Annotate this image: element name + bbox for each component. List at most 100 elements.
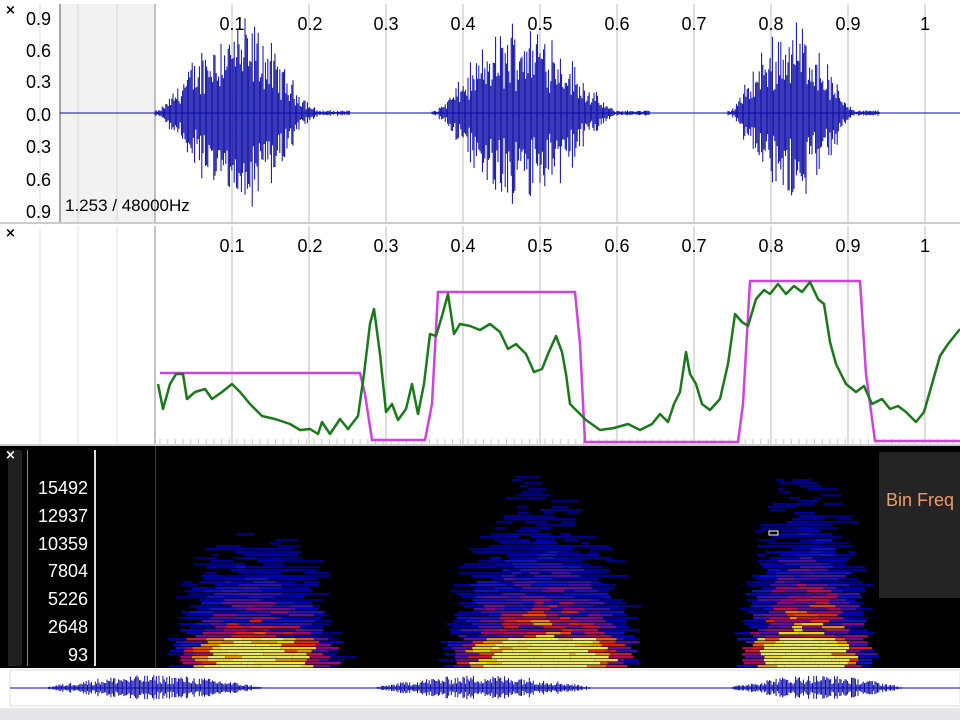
spectrogram-band: [182, 662, 201, 665]
spectrogram-band: [531, 584, 549, 587]
time-tick-label: 0.6: [604, 14, 630, 34]
spectrogram-band: [465, 614, 489, 617]
spectrogram-band: [483, 605, 505, 608]
spectrogram-band: [512, 479, 522, 482]
spectrogram-band: [455, 650, 466, 653]
spectrogram-band: [276, 656, 292, 659]
spectrogram-band: [552, 578, 564, 581]
spectrogram-band: [813, 644, 839, 647]
spectrogram-band: [183, 653, 194, 656]
time-tick-label: 1: [919, 14, 931, 34]
spectrogram-band: [478, 560, 505, 563]
spectrogram-band: [617, 659, 625, 662]
spectrogram-band: [835, 638, 846, 641]
close-spectrogram-icon[interactable]: ×: [5, 448, 16, 463]
spectrogram-band: [775, 587, 799, 590]
spectrogram-band: [800, 641, 820, 644]
close-waveform-icon[interactable]: ×: [5, 3, 16, 18]
spectrogram-band: [777, 488, 785, 491]
spectrogram-band: [828, 584, 850, 587]
spectrogram-band: [473, 587, 495, 590]
spectrogram-band: [180, 659, 196, 662]
spectrogram-band: [796, 638, 815, 641]
spectrogram-band: [533, 605, 549, 608]
spectrogram-band: [548, 605, 558, 608]
spectrogram-band: [759, 575, 777, 578]
spectrogram-band: [801, 554, 819, 557]
bin-info-tooltip: Bin Freq: [879, 452, 960, 598]
spectrogram-band: [753, 617, 770, 620]
spectrogram-band: [568, 623, 580, 626]
spectrogram-band: [573, 665, 587, 668]
spectrogram-band: [472, 641, 484, 644]
close-pitch-icon[interactable]: ×: [5, 226, 16, 241]
spectrogram-band: [822, 626, 845, 629]
spectrogram-band: [192, 647, 213, 650]
spectrogram-band: [818, 659, 832, 662]
spectrogram-band: [760, 527, 773, 530]
spectrogram-band: [293, 632, 312, 635]
spectrogram-band: [450, 629, 461, 632]
spectrogram-band: [516, 494, 528, 497]
spectrogram-band: [212, 632, 236, 635]
time-tick-label: 0.1: [219, 14, 245, 34]
spectrogram-band: [792, 605, 810, 608]
spectrogram-colorbar: [8, 450, 22, 666]
spectrogram-band: [447, 641, 473, 644]
spectrogram-band: [774, 551, 791, 554]
time-tick-label: 0.6: [604, 236, 630, 256]
spectrogram-band: [315, 644, 332, 647]
spectrogram-band: [604, 632, 625, 635]
spectrogram-band: [802, 626, 823, 629]
spectrogram-band: [581, 542, 590, 545]
spectrogram-band: [527, 488, 548, 491]
spectrogram-band: [242, 644, 256, 647]
pitch-pane[interactable]: × 0.1 0.2 0.3 0.4 0.5 0.6 0.7 0.8 0.9 1: [0, 224, 960, 446]
spectrogram-canvas[interactable]: [0, 446, 960, 668]
spectrogram-band: [531, 569, 545, 572]
spectrogram-band: [799, 485, 822, 488]
spectrogram-band: [508, 638, 520, 641]
spectrogram-band: [845, 638, 863, 641]
spectrogram-band: [246, 608, 264, 611]
spectrogram-band: [795, 659, 803, 662]
waveform-pane[interactable]: × 0.9 0.6 0.3 0.0 0.3 0.6 0.9 0.1 0.2 0.…: [0, 0, 960, 224]
spectrogram-band: [511, 542, 519, 545]
bin-frequency-text: Bin Freq: [886, 490, 955, 510]
spectrogram-band: [556, 518, 576, 521]
spectrogram-band: [570, 659, 595, 662]
overview-waveform[interactable]: [0, 668, 960, 708]
overview-pane[interactable]: [0, 668, 960, 708]
overview-trace: [41, 675, 906, 700]
spectrogram-band: [236, 533, 254, 536]
spectrogram-band: [263, 653, 273, 656]
spectrogram-band: [269, 542, 281, 545]
spectrogram-band: [519, 569, 532, 572]
waveform-canvas[interactable]: [0, 0, 960, 224]
spectrogram-band: [505, 584, 515, 587]
spectrogram-band: [569, 557, 594, 560]
spectrogram-pane[interactable]: 15492 12937 10359 7804 5226 2648 93 × Bi…: [0, 446, 960, 668]
spectrogram-band: [811, 482, 819, 485]
pitch-canvas[interactable]: [0, 224, 960, 446]
spectrogram-band: [511, 572, 522, 575]
spectrogram-band: [253, 581, 265, 584]
spectrogram-band: [271, 557, 279, 560]
spectrogram-band: [185, 590, 197, 593]
spectrogram-band: [789, 482, 812, 485]
frequency-axis: 15492 12937 10359 7804 5226 2648 93: [27, 450, 96, 666]
spectrogram-band: [278, 578, 305, 581]
spectrogram-band: [740, 608, 764, 611]
spectrogram-band: [791, 548, 812, 551]
spectrogram-band: [831, 659, 850, 662]
spectrogram-band: [582, 563, 591, 566]
spectrogram-band: [814, 638, 836, 641]
spectrogram-band: [193, 653, 214, 656]
spectrogram-band: [201, 614, 214, 617]
spectrogram-band: [779, 557, 800, 560]
spectrogram-band: [559, 602, 575, 605]
spectrogram-band: [589, 599, 600, 602]
spectrogram-band: [584, 632, 605, 635]
spectrogram-band: [763, 644, 773, 647]
amplitude-label: 0.3: [26, 137, 52, 157]
